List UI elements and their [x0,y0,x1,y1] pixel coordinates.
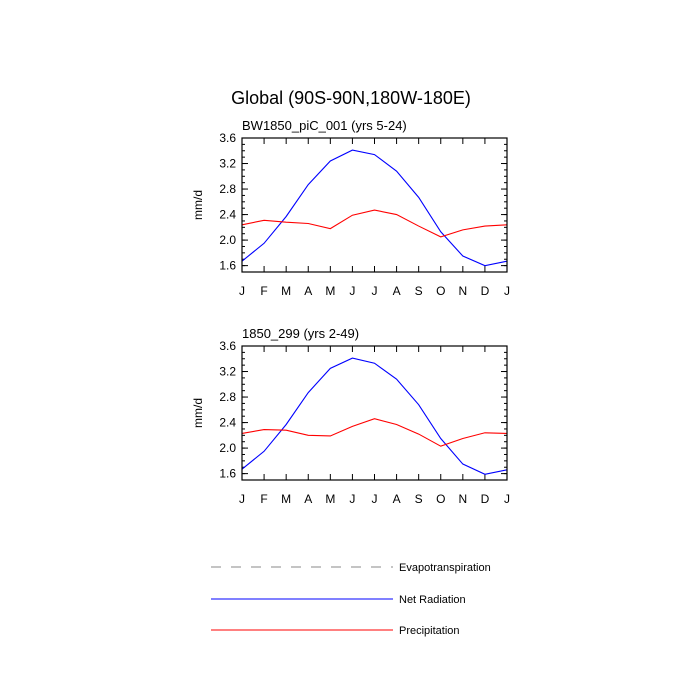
y-tick-label: 3.2 [219,157,236,171]
y-axis-label: mm/d [191,398,205,428]
x-tick-label: J [504,492,510,506]
x-tick-label: J [504,284,510,298]
x-tick-label: J [239,492,245,506]
x-tick-label: M [325,492,335,506]
y-tick-label: 2.0 [219,233,236,247]
x-tick-label: F [260,284,267,298]
y-tick-label: 1.6 [219,467,236,481]
x-tick-label: N [458,284,467,298]
panel-title: BW1850_piC_001 (yrs 5-24) [242,118,407,133]
x-tick-label: J [349,284,355,298]
x-tick-label: D [481,492,490,506]
y-tick-label: 2.4 [219,208,236,222]
y-tick-label: 2.0 [219,441,236,455]
x-tick-label: A [304,492,312,506]
y-tick-label: 2.8 [219,390,236,404]
x-tick-label: A [393,492,401,506]
y-tick-label: 3.6 [219,131,236,145]
x-tick-label: S [415,284,423,298]
legend-label: Precipitation [399,625,460,637]
plots: BW1850_piC_001 (yrs 5-24)mm/dJ F M A M J J A S O N… [191,118,510,506]
x-tick-label: J [349,492,355,506]
chart-panel-1: BW1850_piC_001 (yrs 5-24)mm/dJ F M A M J J A S O N… [191,118,510,298]
x-tick-label: S [415,492,423,506]
x-tick-label: D [481,284,490,298]
x-tick-label: N [458,492,467,506]
x-tick-label: J [372,492,378,506]
y-axis-label: mm/d [191,190,205,220]
y-tick-label: 1.6 [219,259,236,273]
x-tick-label: J [239,284,245,298]
x-tick-label: M [281,284,291,298]
y-tick-label: 3.2 [219,365,236,379]
panel-title: 1850_299 (yrs 2-49) [242,326,359,341]
y-tick-label: 2.4 [219,416,236,430]
x-tick-label: F [260,492,267,506]
x-tick-label: M [281,492,291,506]
y-tick-label: 3.6 [219,339,236,353]
legend-item-evapotranspiration: Evapotranspiration [211,562,491,574]
x-tick-label: M [325,284,335,298]
series-line-precipitation [241,418,508,447]
plot-frame [241,137,508,273]
x-tick-label: A [393,284,401,298]
legend-item-precipitation: Precipitation [211,625,460,637]
x-tick-label: A [304,284,312,298]
x-tick-label: O [436,492,445,506]
legend-label: Evapotranspiration [399,562,491,574]
x-tick-label: O [436,284,445,298]
chart-panel-2: 1850_299 (yrs 2-49)mm/dJ F M A M J J A S O N D J1.62… [191,326,510,506]
series-line-net-radiation [241,149,508,267]
series-line-precipitation [241,209,508,238]
legend-item-net-radiation: Net Radiation [211,594,466,606]
x-tick-label: J [372,284,378,298]
plot-frame [241,345,508,481]
legend: Evapotranspiration Net Radiation Precipita… [211,562,491,637]
series-line-net-radiation [241,357,508,475]
legend-label: Net Radiation [399,594,466,606]
y-tick-label: 2.8 [219,182,236,196]
figure-title: Global (90S-90N,180W-180E) [231,88,471,108]
